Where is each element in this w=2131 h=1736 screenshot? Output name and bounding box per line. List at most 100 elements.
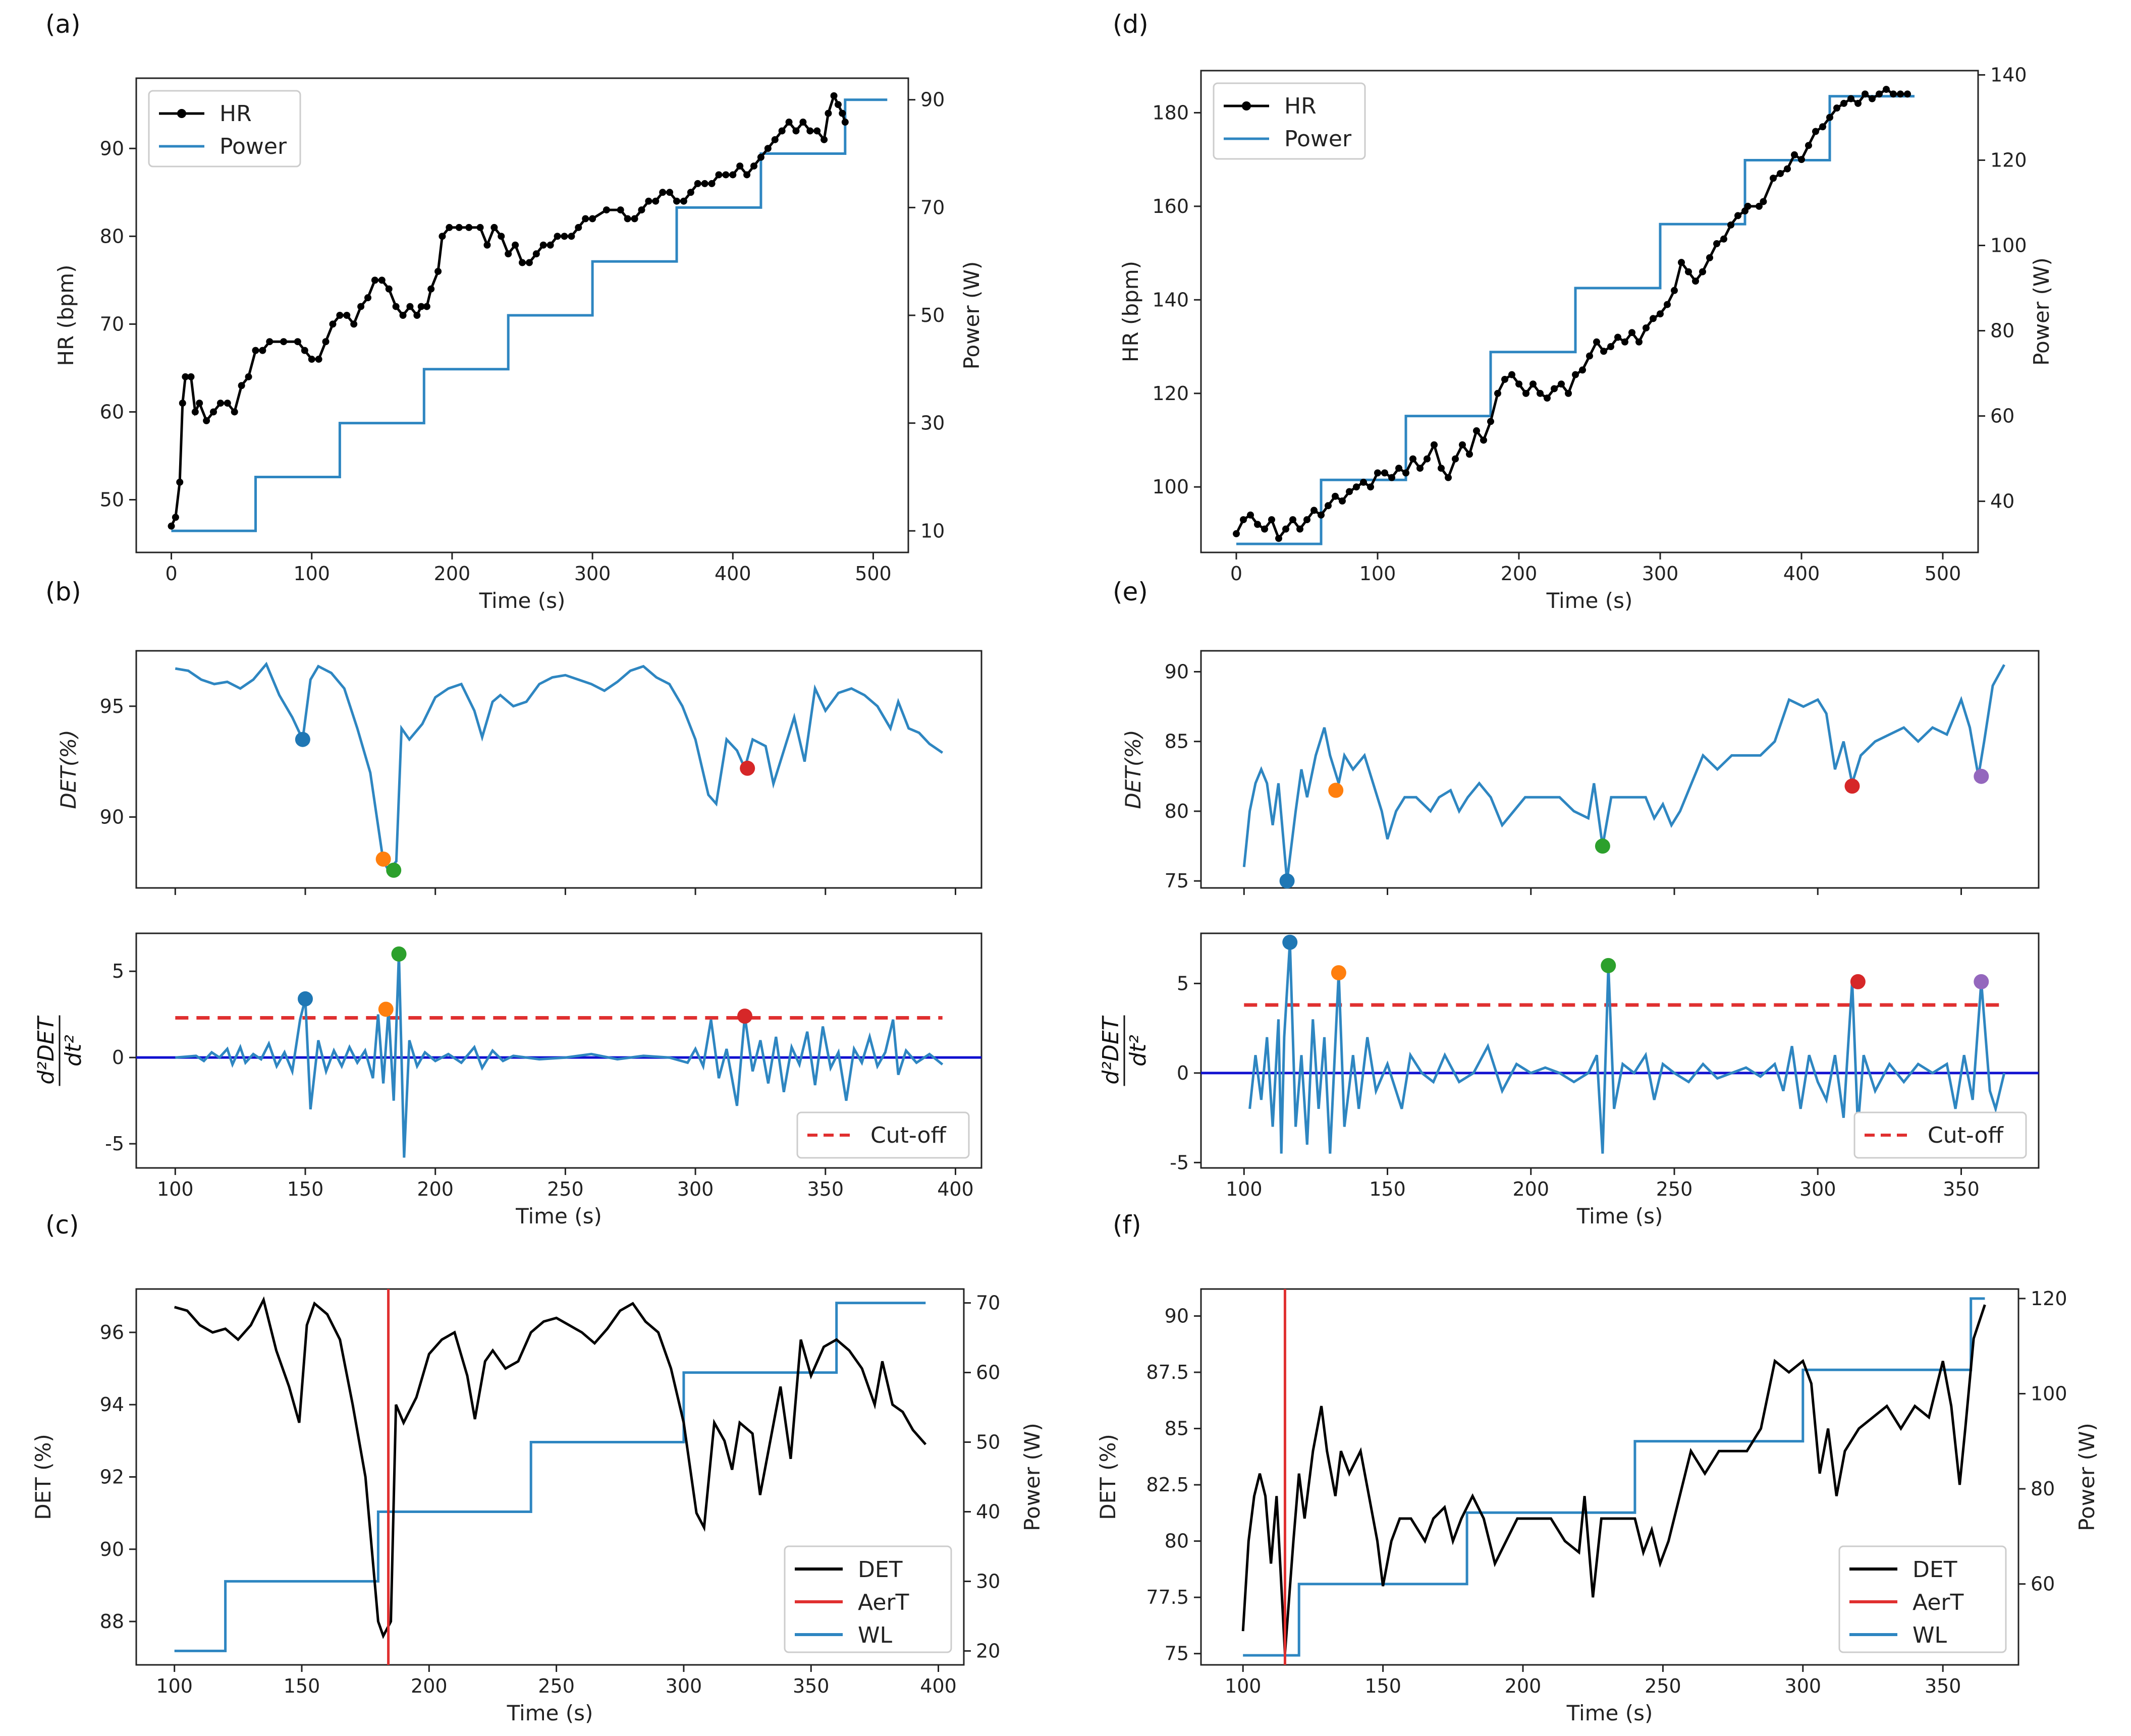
x-tick-label-a: 200 bbox=[434, 563, 471, 585]
y-tick-label-f: 90 bbox=[1165, 1305, 1189, 1327]
hr-point-d bbox=[1318, 511, 1325, 519]
x-tick-label-d: 0 bbox=[1230, 563, 1242, 585]
hr-point-a bbox=[490, 223, 498, 231]
legend-label-c: WL bbox=[858, 1622, 893, 1648]
y-axis-label-c: DET (%) bbox=[31, 1434, 56, 1520]
y-axis-label-b2: d²DET dt² bbox=[33, 1015, 86, 1086]
hr-point-d bbox=[1643, 324, 1650, 331]
y-tick-label-c: 92 bbox=[100, 1466, 124, 1488]
hr-point-a bbox=[799, 119, 807, 126]
hr-point-a bbox=[427, 285, 435, 293]
hr-point-d bbox=[1607, 343, 1614, 351]
y-axis-label-e: DET(%) bbox=[1121, 730, 1145, 809]
hr-point-d bbox=[1572, 371, 1579, 378]
y2-tick-label-f: 120 bbox=[2031, 1287, 2067, 1310]
hr-point-d bbox=[1501, 375, 1508, 383]
hr-point-d bbox=[1332, 492, 1339, 500]
hr-point-a bbox=[750, 162, 757, 170]
hr-point-d bbox=[1784, 165, 1791, 173]
hr-point-a bbox=[666, 189, 674, 196]
legend-label-f: DET bbox=[1913, 1557, 1957, 1583]
d2-marker-b2 bbox=[378, 1001, 394, 1017]
hr-point-d bbox=[1586, 352, 1593, 360]
hr-point-a bbox=[329, 320, 337, 328]
x-tick-label-b2: 200 bbox=[417, 1178, 454, 1200]
hr-point-d bbox=[1353, 483, 1360, 491]
y-tick-label-a: 50 bbox=[100, 489, 124, 511]
y-tick-label-e2: -5 bbox=[1170, 1151, 1189, 1173]
x-tick-label-e2: 350 bbox=[1943, 1178, 1980, 1200]
y-axis-label-a: HR (bpm) bbox=[53, 264, 78, 366]
hr-point-a bbox=[736, 162, 744, 170]
hr-point-a bbox=[385, 285, 393, 293]
panel-label-f: (f) bbox=[1113, 1210, 1141, 1240]
y2-tick-label-a: 30 bbox=[920, 412, 945, 434]
d2-line-e2 bbox=[1248, 942, 2006, 1154]
y2-tick-label-d: 140 bbox=[1990, 64, 2027, 86]
y2-tick-label-f: 60 bbox=[2031, 1573, 2055, 1595]
hr-point-d bbox=[1565, 389, 1572, 397]
x-tick-label-b2: 100 bbox=[157, 1178, 194, 1200]
hr-point-a bbox=[252, 347, 259, 354]
hr-point-a bbox=[364, 294, 371, 302]
x-tick-label-d: 300 bbox=[1642, 563, 1679, 585]
x-tick-label-c: 150 bbox=[284, 1675, 320, 1697]
hr-point-a bbox=[539, 241, 547, 249]
hr-point-a bbox=[743, 171, 751, 179]
hr-point-a bbox=[659, 189, 667, 196]
y2-axis-label-d: Power (W) bbox=[2029, 257, 2054, 366]
hr-point-a bbox=[519, 259, 526, 266]
hr-point-a bbox=[231, 408, 238, 416]
y2-axis-label-c: Power (W) bbox=[1020, 1423, 1045, 1531]
y-axis-label-f: DET (%) bbox=[1096, 1434, 1120, 1520]
hr-point-d bbox=[1529, 380, 1537, 388]
hr-point-d bbox=[1416, 465, 1424, 472]
hr-point-d bbox=[1657, 310, 1664, 318]
hr-point-d bbox=[1402, 469, 1409, 477]
x-tick-label-d: 200 bbox=[1501, 563, 1538, 585]
hr-point-d bbox=[1508, 371, 1515, 378]
hr-point-a bbox=[315, 356, 322, 363]
y-tick-label-f: 82.5 bbox=[1146, 1474, 1189, 1496]
hr-point-a bbox=[439, 233, 446, 240]
hr-point-d bbox=[1862, 90, 1869, 98]
y-tick-label-b: 95 bbox=[100, 695, 124, 717]
hr-point-a bbox=[196, 400, 203, 407]
hr-point-d bbox=[1310, 507, 1318, 514]
hr-point-a bbox=[589, 215, 596, 222]
x-tick-label-d: 100 bbox=[1359, 563, 1396, 585]
y2-tick-label-c: 70 bbox=[976, 1292, 1000, 1314]
det-line-c bbox=[174, 1296, 927, 1639]
hr-point-d bbox=[1487, 418, 1494, 425]
hr-point-d bbox=[1904, 90, 1911, 98]
hr-point-d bbox=[1635, 338, 1643, 346]
hr-point-d bbox=[1678, 259, 1685, 266]
hr-point-a bbox=[336, 312, 344, 319]
hr-point-a bbox=[687, 189, 694, 196]
x-tick-label-a: 0 bbox=[165, 563, 177, 585]
x-tick-label-b2: 150 bbox=[287, 1178, 324, 1200]
plot-frame-b bbox=[135, 650, 982, 889]
hr-point-a bbox=[406, 303, 414, 310]
hr-point-a bbox=[624, 215, 631, 222]
panel-label-e: (e) bbox=[1113, 577, 1148, 606]
power-line-d bbox=[1236, 95, 1915, 545]
hr-point-d bbox=[1685, 268, 1692, 275]
y2-tick-label-c: 60 bbox=[976, 1362, 1000, 1384]
hr-point-a bbox=[839, 109, 846, 117]
hr-point-d bbox=[1494, 389, 1501, 397]
y2-tick-label-f: 100 bbox=[2031, 1382, 2067, 1405]
y-tick-label-b: 90 bbox=[100, 806, 124, 828]
y-axis-label-d: HR (bpm) bbox=[1118, 261, 1143, 362]
legend-cutoff-label: Cut-off bbox=[870, 1123, 947, 1148]
x-tick-label-f: 200 bbox=[1505, 1675, 1542, 1697]
det-marker-e bbox=[1328, 782, 1344, 798]
d2-numerator: d²DET bbox=[1098, 1015, 1124, 1084]
y2-tick-label-f: 80 bbox=[2031, 1478, 2055, 1500]
hr-point-a bbox=[813, 127, 821, 135]
hr-point-d bbox=[1854, 99, 1862, 107]
y2-tick-label-a: 90 bbox=[920, 89, 945, 111]
panel-label-d: (d) bbox=[1113, 10, 1149, 39]
x-tick-label-c: 400 bbox=[920, 1675, 957, 1697]
hr-point-a bbox=[357, 303, 365, 310]
